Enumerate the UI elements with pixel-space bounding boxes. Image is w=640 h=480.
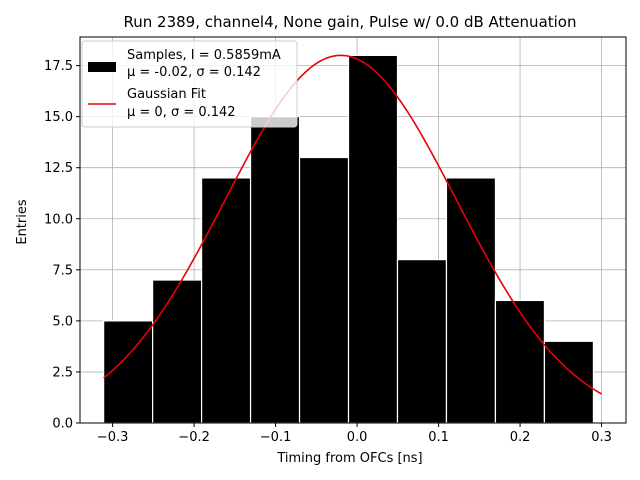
y-tick-label: 7.5	[52, 263, 73, 278]
x-tick-label: 0.1	[428, 430, 449, 445]
legend-label-samples: Samples, I = 0.5859mA	[127, 48, 281, 63]
fit-curve-layer	[103, 54, 602, 395]
x-tick-label: −0.2	[178, 430, 210, 445]
histogram-bar	[152, 279, 203, 424]
histogram-bars	[103, 54, 595, 424]
y-tick-label: 12.5	[44, 161, 73, 176]
legend-label-fit: Gaussian Fit	[127, 87, 206, 102]
legend-label-samples-stats: μ = -0.02, σ = 0.142	[127, 65, 261, 80]
x-tick-label: −0.1	[260, 430, 292, 445]
histogram-bar	[445, 177, 497, 424]
legend-label-fit-stats: μ = 0, σ = 0.142	[127, 105, 236, 120]
y-tick-label: 10.0	[44, 212, 73, 227]
x-tick-label: 0.2	[510, 430, 531, 445]
y-tick-label: 17.5	[44, 59, 73, 74]
legend-box	[81, 40, 298, 128]
chart-title: Run 2389, channel4, None gain, Pulse w/ …	[124, 13, 577, 31]
x-tick-label: 0.0	[347, 430, 368, 445]
histogram-bar	[249, 116, 301, 424]
axes-frame	[79, 36, 627, 424]
legend-swatch-samples	[88, 62, 116, 72]
histogram-bar	[347, 54, 399, 424]
y-tick-label: 15.0	[44, 110, 73, 125]
gaussian-fit-line	[103, 54, 602, 395]
histogram-bar	[298, 156, 350, 424]
histogram-bar	[494, 299, 546, 424]
y-tick-label: 2.5	[52, 365, 73, 380]
x-axis-title: Timing from OFCs [ns]	[276, 451, 422, 466]
y-axis-title: Entries	[15, 199, 30, 245]
histogram-bar	[200, 177, 252, 424]
x-tick-label: 0.3	[591, 430, 612, 445]
x-axis-ticks: −0.3 −0.2 −0.1 0.0 0.1 0.2 0.3	[97, 423, 612, 445]
y-axis-ticks: 0.0 2.5 5.0 7.5 10.0 12.5 15.0 17.5	[44, 59, 80, 432]
y-tick-label: 0.0	[52, 417, 73, 432]
y-tick-label: 5.0	[52, 314, 73, 329]
x-tick-label: −0.3	[97, 430, 129, 445]
histogram-bar	[396, 259, 448, 424]
legend: Samples, I = 0.5859mA μ = -0.02, σ = 0.1…	[81, 40, 298, 128]
